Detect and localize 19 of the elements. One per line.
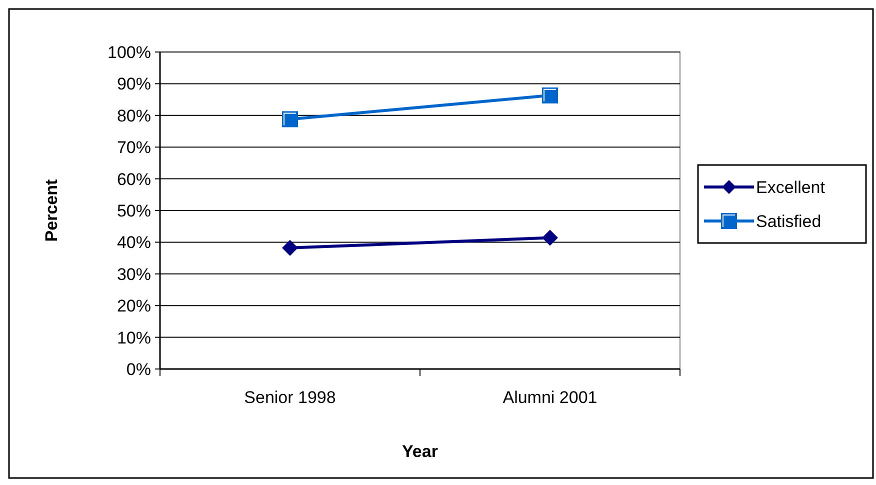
y-axis-title: Percent xyxy=(42,178,61,242)
y-tick-label: 60% xyxy=(116,170,151,189)
x-axis-title: Year xyxy=(402,442,438,461)
legend-label: Satisfied xyxy=(756,212,822,231)
y-tick-label: 20% xyxy=(116,296,151,316)
y-tick-label: 50% xyxy=(116,201,151,220)
y-tick-label: 30% xyxy=(116,264,151,284)
y-tick-label: 0% xyxy=(126,360,151,379)
y-tick-label: 70% xyxy=(116,138,151,158)
y-tick-label: 40% xyxy=(116,233,151,252)
x-tick-label: Senior 1998 xyxy=(244,388,336,407)
point xyxy=(542,230,558,246)
y-tick-label: 90% xyxy=(116,74,151,94)
y-tick-label: 80% xyxy=(116,106,151,126)
x-tick-label: Alumni 2001 xyxy=(502,388,598,407)
y-tick-label: 100% xyxy=(108,42,151,62)
point xyxy=(282,240,298,256)
y-tick-label: 10% xyxy=(116,328,151,348)
legend-label: Excellent xyxy=(756,178,826,197)
